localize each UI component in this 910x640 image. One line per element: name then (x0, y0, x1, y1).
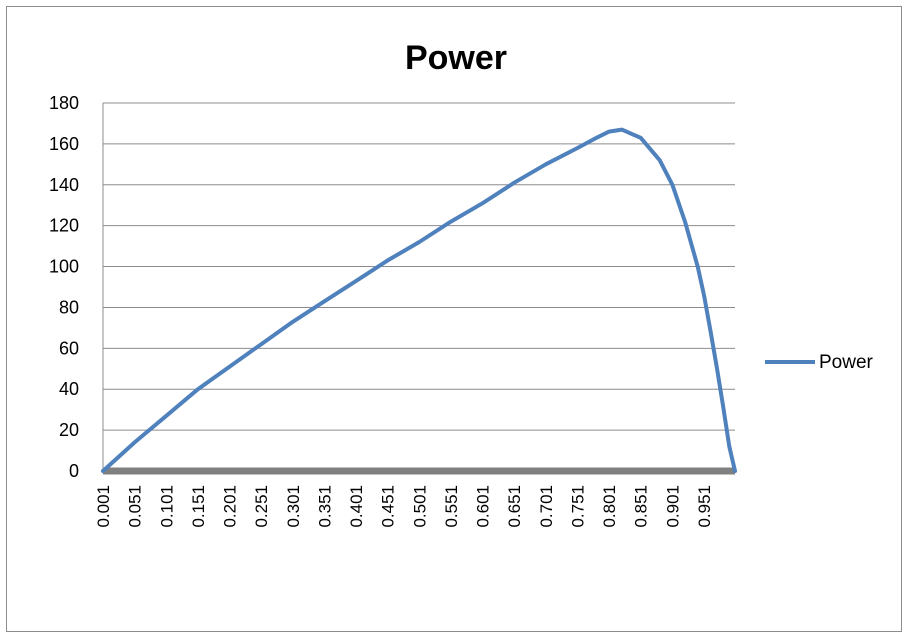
y-tick-label: 0 (69, 461, 79, 481)
gridlines (102, 102, 735, 471)
power-chart: Power 0 20 40 60 80 100 120 140 160 180 0.001 0.05… (49, 39, 874, 528)
y-tick-label: 60 (59, 338, 79, 358)
x-tick-label: 0.751 (568, 485, 587, 528)
x-tick-label: 0.101 (157, 485, 176, 528)
legend-label-power: Power (819, 352, 874, 373)
x-tick-label: 0.001 (94, 485, 113, 528)
series-group (101, 127, 737, 473)
x-tick-label: 0.851 (632, 485, 651, 528)
chart-frame: Power 0 20 40 60 80 100 120 140 160 180 0.001 0.05… (6, 6, 902, 632)
y-tick-label: 100 (49, 257, 79, 277)
y-tick-label: 180 (49, 93, 79, 113)
x-tick-label: 0.251 (252, 485, 271, 528)
y-tick-label: 20 (59, 420, 79, 440)
chart-title: Power (405, 39, 507, 77)
x-tick-label: 0.201 (221, 485, 240, 528)
x-tick-label: 0.701 (537, 485, 556, 528)
y-tick-label: 140 (49, 175, 79, 195)
x-tick-label: 0.801 (600, 485, 619, 528)
x-tick-label: 0.601 (474, 485, 493, 528)
x-tick-label: 0.551 (442, 485, 461, 528)
x-tick-label: 0.401 (347, 485, 366, 528)
y-tick-label: 120 (49, 216, 79, 236)
series-line-power (101, 127, 737, 473)
x-tick-label: 0.501 (410, 485, 429, 528)
x-tick-label: 0.301 (284, 485, 303, 528)
x-tick-label: 0.651 (505, 485, 524, 528)
y-tick-label: 80 (59, 297, 79, 317)
x-tick-label: 0.451 (379, 485, 398, 528)
y-axis-ticks: 0 20 40 60 80 100 120 140 160 180 (49, 93, 79, 481)
y-tick-label: 40 (59, 379, 79, 399)
x-tick-label: 0.951 (695, 485, 714, 528)
x-axis-ticks: 0.001 0.051 0.101 0.151 0.201 0.251 0.301 0.351… (94, 485, 714, 528)
x-tick-label: 0.151 (189, 485, 208, 528)
legend: Power (765, 352, 874, 373)
x-tick-label: 0.901 (663, 485, 682, 528)
x-tick-label: 0.051 (126, 485, 145, 528)
y-tick-label: 160 (49, 134, 79, 154)
x-tick-label: 0.351 (315, 485, 334, 528)
